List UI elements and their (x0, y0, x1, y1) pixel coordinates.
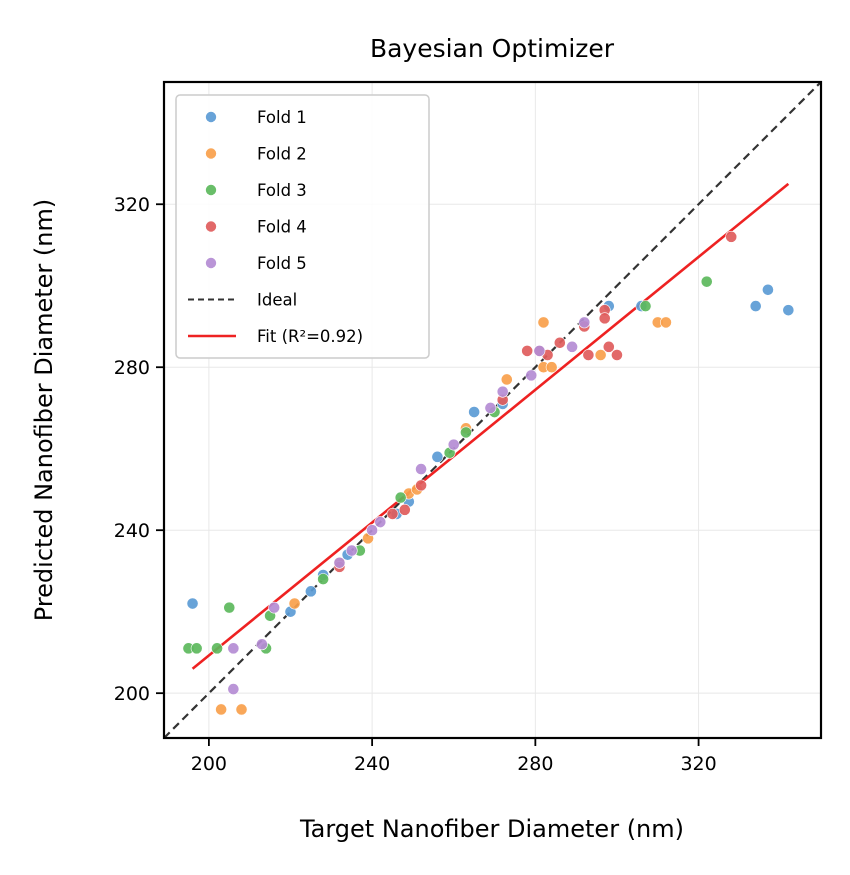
legend-box (175, 94, 430, 359)
fold-2-point (235, 703, 248, 716)
x-tick-label: 320 (680, 753, 716, 775)
fold-2-point (537, 316, 550, 329)
x-tick-label: 240 (354, 753, 390, 775)
legend-marker-fold-3 (205, 184, 217, 196)
legend-label-fold-5: Fold 5 (257, 254, 307, 273)
fold-3-point (317, 573, 330, 585)
legend-marker-fold-2 (205, 148, 217, 159)
fit-line (191, 182, 790, 670)
fold-4-point (398, 503, 411, 516)
fold-1-point (782, 304, 795, 317)
fold-5-point (256, 638, 268, 651)
fold-1-point (431, 450, 444, 463)
fold-4-point (725, 230, 738, 243)
legend-marker-fold-5 (205, 257, 217, 269)
fold-4-point (386, 508, 399, 520)
legend-label-fit: Fit (R²=0.92) (257, 327, 363, 346)
fold-2-point (288, 597, 301, 610)
y-tick-label: 200 (114, 683, 150, 705)
legend-label-fold-1: Fold 1 (257, 108, 307, 127)
fold-4-point (521, 345, 534, 357)
fold-4-point (415, 479, 427, 492)
fold-1-point (749, 300, 762, 312)
fold-5-point (227, 683, 240, 696)
fold-3-point (394, 491, 407, 504)
fold-5-point (578, 316, 591, 329)
fold-1-point (186, 597, 199, 610)
chart-title: Bayesian Optimizer (370, 34, 615, 63)
fold-3-point (211, 642, 223, 655)
fold-3-point (639, 300, 652, 312)
y-axis-title: Predicted Nanofiber Diameter (nm) (30, 199, 58, 621)
fold-5-point (345, 544, 358, 557)
x-tick-label: 280 (517, 753, 553, 775)
fold-2-point (660, 316, 672, 329)
fold-5-point (227, 642, 240, 655)
fold-5-point (447, 438, 460, 451)
fold-3-point (460, 426, 472, 439)
fold-2-point (215, 703, 228, 716)
y-tick-label: 280 (114, 357, 150, 379)
fold-4-point (611, 349, 623, 361)
fold-4-point (553, 336, 566, 349)
data-points (182, 230, 795, 716)
fold-5-point (496, 385, 509, 398)
reference-lines (164, 82, 821, 738)
legend-marker-fold-4 (205, 221, 217, 232)
y-tick-label: 240 (114, 520, 150, 542)
fold-5-point (415, 463, 427, 475)
legend-label-fold-2: Fold 2 (257, 145, 307, 164)
legend-label-ideal: Ideal (257, 291, 297, 310)
fold-5-point (268, 601, 281, 614)
fold-2-point (545, 361, 558, 374)
fold-2-point (594, 349, 607, 361)
fold-5-point (484, 402, 497, 414)
legend-label-fold-4: Fold 4 (257, 218, 307, 237)
fold-1-point (762, 283, 774, 296)
fold-5-point (533, 345, 546, 357)
axis-ticks: 200 240 280 320 200 240 280 320 (114, 194, 717, 775)
plot-frame (162, 80, 823, 740)
legend-marker-fold-1 (205, 111, 217, 123)
fold-4-point (602, 340, 615, 353)
legend: Fold 1 Fold 2 Fold 3 Fold 4 Fold 5 Ideal Fit (… (175, 94, 430, 359)
fold-3-point (223, 601, 236, 614)
fold-5-point (566, 340, 578, 353)
fold-4-point (598, 312, 611, 325)
fold-3-point (190, 642, 203, 655)
x-tick-label: 200 (191, 753, 227, 775)
fold-1-point (305, 585, 317, 598)
fold-4-point (582, 349, 595, 361)
fold-1-point (468, 406, 481, 418)
y-tick-label: 320 (114, 194, 150, 216)
fold-3-point (700, 275, 713, 288)
fold-5-point (374, 516, 387, 528)
ideal-line (164, 82, 821, 738)
fold-5-point (525, 369, 538, 382)
fold-5-point (366, 524, 379, 537)
fold-5-point (333, 556, 346, 569)
legend-label-fold-3: Fold 3 (257, 181, 307, 200)
fold-2-point (500, 373, 513, 386)
x-axis-title: Target Nanofiber Diameter (nm) (299, 815, 684, 843)
